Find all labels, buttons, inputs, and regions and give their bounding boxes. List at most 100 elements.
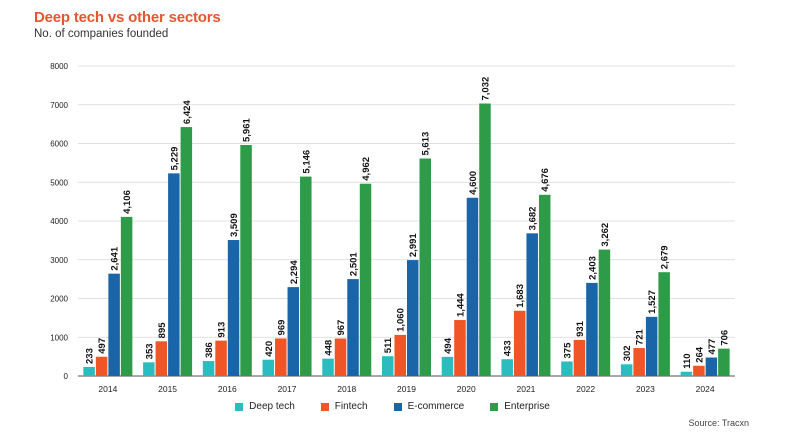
data-label: 4,676 — [540, 168, 551, 192]
bar-deep-tech — [83, 366, 95, 376]
bar-enterprise — [479, 103, 491, 376]
data-label: 967 — [336, 320, 347, 336]
chart-title: Deep tech vs other sectors — [34, 9, 221, 26]
data-label: 2,991 — [408, 233, 419, 257]
data-label: 6,424 — [182, 100, 193, 124]
x-tick-label: 2020 — [457, 384, 476, 394]
bar-ecommerce — [586, 282, 598, 376]
data-label: 264 — [694, 346, 705, 363]
bar-deep-tech — [441, 356, 454, 376]
data-label: 2,641 — [110, 246, 121, 270]
bar-enterprise — [359, 183, 372, 376]
legend-item-ecommerce: E-commerce — [393, 401, 465, 412]
data-label: 497 — [97, 338, 108, 354]
bar-ecommerce — [168, 173, 180, 376]
legend-swatch-enterprise — [490, 402, 499, 411]
x-tick-label: 2021 — [516, 384, 535, 394]
data-label: 4,962 — [361, 157, 372, 181]
data-label: 895 — [157, 322, 168, 339]
bar-enterprise — [598, 249, 611, 376]
bar-fintech — [633, 348, 645, 376]
data-label: 3,262 — [600, 223, 611, 247]
y-tick-label: 1000 — [50, 333, 68, 342]
legend-label-enterprise: Enterprise — [504, 401, 550, 412]
y-tick-label: 5000 — [50, 178, 68, 187]
data-label: 4,600 — [468, 171, 479, 195]
data-label: 5,613 — [421, 132, 432, 156]
data-label: 1,683 — [515, 284, 526, 308]
bar-ecommerce — [287, 287, 300, 376]
bar-deep-tech — [501, 359, 513, 376]
y-tick-label: 8000 — [50, 62, 68, 71]
data-label: 494 — [443, 337, 454, 354]
data-label: 721 — [635, 328, 646, 345]
legend-item-enterprise: Enterprise — [490, 401, 550, 412]
data-label: 433 — [503, 340, 514, 356]
bar-deep-tech — [202, 361, 215, 376]
bar-enterprise — [180, 127, 193, 376]
data-label: 1,527 — [647, 290, 658, 314]
legend: Deep tech Fintech E-commerce Enterprise — [0, 401, 785, 412]
bar-ecommerce — [526, 233, 538, 376]
bar-enterprise — [718, 348, 730, 376]
bar-ecommerce — [705, 357, 718, 376]
data-label: 1,444 — [455, 293, 466, 317]
legend-swatch-ecommerce — [393, 402, 402, 411]
data-label: 931 — [575, 320, 586, 337]
bar-enterprise — [658, 272, 670, 376]
bar-fintech — [454, 320, 466, 376]
bar-enterprise — [120, 216, 133, 376]
data-label: 2,403 — [587, 256, 598, 280]
data-label: 110 — [682, 353, 693, 368]
x-tick-label: 2023 — [636, 384, 655, 394]
source-note: Source: Tracxn — [688, 418, 749, 428]
y-tick-label: 2000 — [50, 295, 68, 304]
chart-subtitle: No. of companies founded — [34, 28, 169, 40]
data-label: 420 — [264, 341, 275, 357]
bar-ecommerce — [227, 240, 240, 376]
data-label: 375 — [562, 342, 573, 359]
bar-fintech — [95, 356, 108, 376]
legend-swatch-deep-tech — [235, 402, 244, 411]
data-label: 5,229 — [169, 147, 180, 171]
data-label: 1,060 — [396, 308, 407, 332]
data-label: 477 — [707, 339, 718, 355]
legend-label-ecommerce: E-commerce — [407, 401, 465, 412]
data-label: 511 — [383, 337, 394, 353]
data-label: 913 — [217, 322, 228, 338]
bar-fintech — [334, 338, 347, 376]
bar-deep-tech — [382, 356, 394, 376]
bar-ecommerce — [347, 279, 359, 376]
x-tick-label: 2016 — [218, 384, 237, 394]
data-label: 353 — [144, 343, 155, 359]
bar-deep-tech — [680, 371, 693, 376]
data-label: 2,679 — [660, 245, 671, 269]
legend-swatch-fintech — [320, 402, 329, 411]
data-label: 448 — [324, 340, 335, 356]
bar-ecommerce — [466, 197, 479, 376]
bar-ecommerce — [108, 273, 120, 376]
x-tick-label: 2014 — [98, 384, 117, 394]
y-tick-label: 3000 — [50, 256, 68, 265]
bar-fintech — [215, 340, 227, 376]
data-label: 706 — [719, 330, 730, 346]
bar-fintech — [693, 365, 705, 376]
bar-enterprise — [419, 158, 431, 376]
data-label: 2,294 — [289, 260, 300, 284]
y-tick-label: 6000 — [50, 140, 68, 149]
bar-fintech — [155, 341, 168, 376]
data-label: 2,501 — [349, 252, 360, 276]
bar-ecommerce — [645, 316, 658, 376]
x-tick-label: 2015 — [158, 384, 177, 394]
bar-deep-tech — [262, 359, 275, 376]
data-label: 4,106 — [122, 190, 133, 214]
bar-ecommerce — [407, 260, 419, 376]
bar-deep-tech — [322, 358, 334, 376]
data-label: 233 — [85, 348, 96, 364]
x-tick-label: 2018 — [337, 384, 356, 394]
bar-fintech — [573, 339, 586, 376]
legend-label-deep-tech: Deep tech — [249, 401, 295, 412]
bar-enterprise — [538, 194, 551, 376]
legend-item-deep-tech: Deep tech — [235, 401, 295, 412]
